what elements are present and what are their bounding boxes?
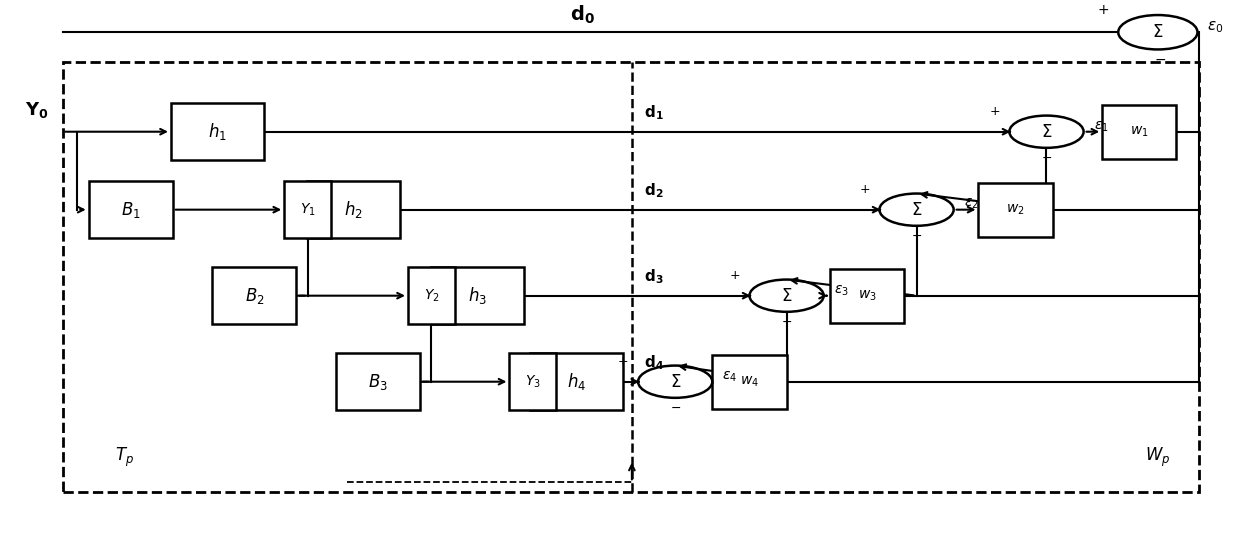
Text: $B_1$: $B_1$ [120,200,140,220]
Text: $\mathbf{d_4}$: $\mathbf{d_4}$ [644,353,664,372]
Text: $w_4$: $w_4$ [740,374,760,389]
FancyBboxPatch shape [979,183,1053,236]
Text: $\mathbf{d_3}$: $\mathbf{d_3}$ [644,267,664,286]
Text: $\mathbf{d_1}$: $\mathbf{d_1}$ [644,103,664,122]
Text: $T_p$: $T_p$ [115,445,134,469]
Text: $h_2$: $h_2$ [344,199,363,220]
Text: $\Sigma$: $\Sigma$ [1041,123,1052,141]
FancyBboxPatch shape [212,267,296,324]
FancyBboxPatch shape [1103,105,1176,159]
FancyBboxPatch shape [712,355,787,408]
Text: $-$: $-$ [669,401,680,414]
Text: $\varepsilon_1$: $\varepsilon_1$ [1094,119,1108,134]
FancyBboxPatch shape [509,353,556,410]
Text: $\varepsilon_0$: $\varepsilon_0$ [1207,19,1224,35]
Text: $B_2$: $B_2$ [244,286,264,306]
FancyBboxPatch shape [63,62,1198,492]
Text: $\varepsilon_3$: $\varepsilon_3$ [834,283,849,298]
FancyBboxPatch shape [431,267,524,324]
Text: $-$: $-$ [1041,151,1052,164]
Text: $-$: $-$ [1155,52,1166,66]
Text: +: + [859,183,870,196]
Text: $B_3$: $B_3$ [368,372,388,392]
Text: $\Sigma$: $\Sigma$ [669,373,681,391]
Text: $w_1$: $w_1$ [1130,124,1149,139]
FancyBboxPatch shape [336,353,420,410]
Text: $\mathbf{d_2}$: $\mathbf{d_2}$ [644,181,664,200]
Text: $h_1$: $h_1$ [208,121,227,142]
Text: $\mathbf{d_0}$: $\mathbf{d_0}$ [570,3,595,25]
Text: $-$: $-$ [911,229,922,242]
FancyBboxPatch shape [171,103,264,160]
FancyBboxPatch shape [307,181,400,238]
Text: $Y_3$: $Y_3$ [525,373,540,390]
FancyBboxPatch shape [284,181,331,238]
Text: $-$: $-$ [781,315,792,328]
FancyBboxPatch shape [830,269,904,322]
Text: $\Sigma$: $\Sigma$ [1152,23,1163,41]
Text: $w_3$: $w_3$ [857,288,876,303]
Text: $\varepsilon_4$: $\varepsilon_4$ [722,369,737,384]
Text: +: + [730,269,740,282]
FancyBboxPatch shape [88,181,172,238]
Text: $\Sigma$: $\Sigma$ [781,287,792,305]
Text: +: + [618,355,628,368]
Text: $Y_2$: $Y_2$ [424,287,440,304]
Text: $\mathbf{Y_0}$: $\mathbf{Y_0}$ [26,100,50,120]
Text: $W_p$: $W_p$ [1145,445,1171,469]
Text: $\Sigma$: $\Sigma$ [911,201,922,219]
Text: $Y_1$: $Y_1$ [300,201,316,218]
FancyBboxPatch shape [408,267,455,324]
Text: $\varepsilon_2$: $\varepsilon_2$ [964,197,979,212]
FancyBboxPatch shape [530,353,622,410]
Text: $h_3$: $h_3$ [467,285,487,306]
Text: $w_2$: $w_2$ [1006,202,1025,217]
Text: +: + [989,105,1000,118]
Text: +: + [1098,3,1109,17]
Text: $h_4$: $h_4$ [566,371,586,392]
